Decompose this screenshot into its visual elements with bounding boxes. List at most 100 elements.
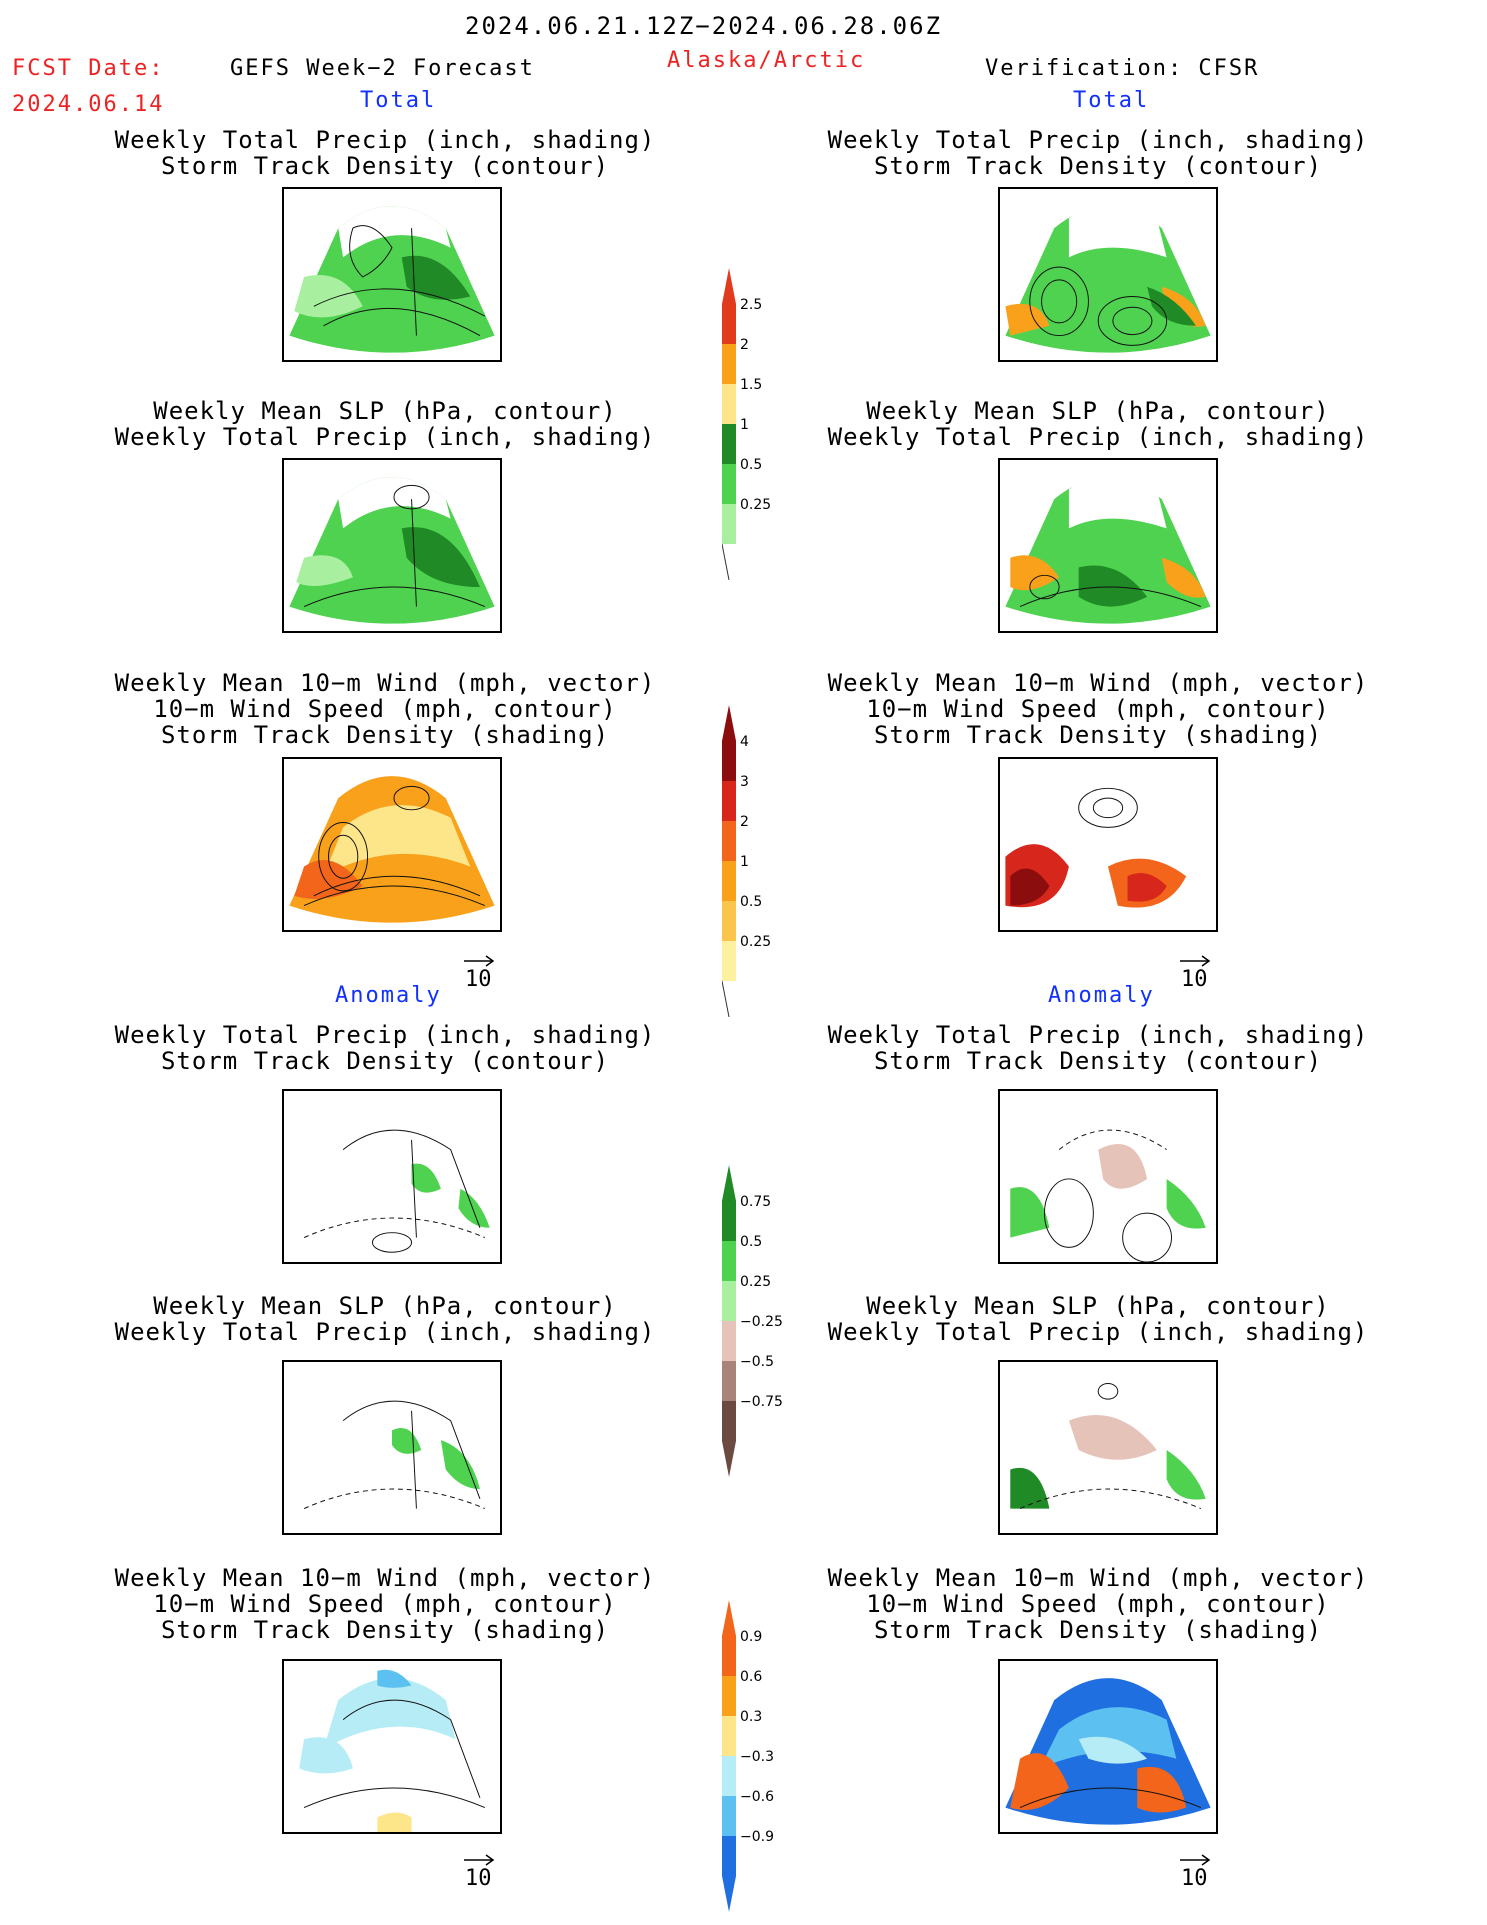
colorbar-top-arrow	[722, 1600, 736, 1636]
vector-ref-r6: 10	[1178, 1852, 1212, 1891]
colorbar-segment	[722, 384, 736, 424]
title-r6: Weekly Mean 10−m Wind (mph, vector) 10−m …	[827, 1564, 1369, 1644]
colorbar-svg: 0.75 0.5 0.25 −0.25 −0.5 −0.75	[722, 1165, 783, 1477]
title-r4: Weekly Total Precip (inch, shading) Storm…	[827, 1021, 1369, 1075]
colorbar-segment	[722, 1756, 736, 1796]
map-fcst-slp-anom	[282, 1360, 502, 1535]
arrow-right-icon	[464, 1854, 495, 1866]
colorbar-tick-label: 2.5	[740, 297, 762, 313]
map-obs-precip-storm	[998, 187, 1218, 362]
colorbar-segment	[722, 1716, 736, 1756]
map-fcst-wind	[282, 757, 502, 932]
title-r3: Weekly Mean 10−m Wind (mph, vector) 10−m …	[827, 669, 1369, 749]
colorbar-bottom-arrow	[722, 1876, 736, 1912]
vector-ref-l3: 10	[462, 953, 496, 992]
colorbar-precip-total: 2.5 2 1.5 1 0.5 0.25	[721, 268, 802, 584]
title-l4: Weekly Total Precip (inch, shading) Storm…	[114, 1021, 656, 1075]
colorbar-tick-label: 0.5	[740, 457, 762, 473]
colorbar-tick-label: −0.6	[740, 1789, 774, 1805]
colorbar-svg: 4 3 2 1 0.5 0.25	[721, 705, 771, 1018]
colorbar-segment	[722, 741, 736, 781]
map-fcst-slp-precip	[282, 458, 502, 633]
map-obs-slp-precip	[998, 458, 1218, 633]
colorbar-segment	[722, 1636, 736, 1676]
section-anomaly-right: Anomaly	[1048, 983, 1155, 1008]
section-anomaly-left: Anomaly	[335, 983, 442, 1008]
map-obs-wind	[998, 757, 1218, 932]
title-l2: Weekly Mean SLP (hPa, contour) Weekly Tot…	[114, 397, 656, 451]
colorbar-segment	[722, 464, 736, 504]
right-title: Verification: CFSR	[985, 56, 1260, 81]
colorbar-tick-label: 4	[740, 734, 749, 750]
colorbar-segment	[722, 821, 736, 861]
colorbar-tick-label: 0.5	[740, 894, 762, 910]
colorbar-tick-label: −0.25	[740, 1314, 783, 1330]
fcst-date-value: 2024.06.14	[12, 92, 165, 117]
colorbar-tick-label: 0.25	[740, 934, 771, 950]
map-obs-precip-anom	[998, 1089, 1218, 1264]
colorbar-tick-label: 3	[740, 774, 749, 790]
colorbar-tick-label: 0.3	[740, 1709, 762, 1725]
colorbar-tick-label: −0.5	[740, 1354, 774, 1370]
colorbar-tick-label: −0.3	[740, 1749, 774, 1765]
colorbar-segment	[722, 781, 736, 821]
colorbar-bottom-arrow	[721, 543, 730, 581]
colorbar-storm-total: 4 3 2 1 0.5 0.25	[721, 705, 802, 1021]
section-total-left: Total	[360, 88, 437, 113]
colorbar-segment	[722, 1676, 736, 1716]
colorbar-tick-label: 0.5	[740, 1234, 762, 1250]
colorbar-segment	[722, 424, 736, 464]
colorbar-tick-label: 0.25	[740, 1274, 771, 1290]
colorbar-tick-label: 0.6	[740, 1669, 762, 1685]
colorbar-segment	[722, 304, 736, 344]
map-fcst-wind-anom	[282, 1659, 502, 1834]
title-l5: Weekly Mean SLP (hPa, contour) Weekly Tot…	[114, 1292, 656, 1346]
colorbar-top-arrow	[722, 705, 736, 741]
left-title: GEFS Week−2 Forecast	[230, 56, 535, 81]
colorbar-segment	[722, 1796, 736, 1836]
colorbar-segment	[722, 941, 736, 981]
colorbar-precip-anom: 0.75 0.5 0.25 −0.25 −0.5 −0.75	[722, 1165, 802, 1481]
arrow-right-icon	[1180, 955, 1211, 967]
title-r2: Weekly Mean SLP (hPa, contour) Weekly Tot…	[827, 397, 1369, 451]
colorbar-segment	[722, 1201, 736, 1241]
colorbar-segment	[722, 1281, 736, 1321]
vector-ref-r3: 10	[1178, 953, 1212, 992]
title-l3: Weekly Mean 10−m Wind (mph, vector) 10−m …	[114, 669, 656, 749]
colorbar-svg: 2.5 2 1.5 1 0.5 0.25	[721, 268, 771, 581]
colorbar-segment	[722, 504, 736, 544]
fcst-date-label: FCST Date:	[12, 56, 165, 81]
colorbar-segment	[722, 1241, 736, 1281]
map-fcst-precip-anom	[282, 1089, 502, 1264]
map-obs-wind-anom	[998, 1659, 1218, 1834]
region-title: Alaska/Arctic	[667, 48, 866, 73]
colorbar-tick-label: 1.5	[740, 377, 762, 393]
colorbar-segment	[722, 1836, 736, 1876]
colorbar-segment	[722, 344, 736, 384]
colorbar-segment	[722, 1321, 736, 1361]
colorbar-tick-label: −0.9	[740, 1829, 774, 1845]
colorbar-storm-anom: 0.9 0.6 0.3 −0.3 −0.6 −0.9	[722, 1600, 802, 1916]
colorbar-tick-label: 1	[740, 854, 749, 870]
colorbar-tick-label: −0.75	[740, 1394, 783, 1410]
arrow-right-icon	[1180, 1854, 1211, 1866]
colorbar-tick-label: 0.25	[740, 497, 771, 513]
arrow-right-icon	[464, 955, 495, 967]
colorbar-segment	[722, 1361, 736, 1401]
colorbar-top-arrow	[722, 268, 736, 304]
colorbar-tick-label: 0.75	[740, 1194, 771, 1210]
title-l1: Weekly Total Precip (inch, shading) Storm…	[114, 126, 656, 180]
colorbar-bottom-arrow	[722, 1441, 736, 1477]
colorbar-segment	[722, 901, 736, 941]
colorbar-svg: 0.9 0.6 0.3 −0.3 −0.6 −0.9	[722, 1600, 774, 1912]
map-fcst-precip-storm	[282, 187, 502, 362]
title-r5: Weekly Mean SLP (hPa, contour) Weekly Tot…	[827, 1292, 1369, 1346]
title-r1: Weekly Total Precip (inch, shading) Storm…	[827, 126, 1369, 180]
title-l6: Weekly Mean 10−m Wind (mph, vector) 10−m …	[114, 1564, 656, 1644]
colorbar-tick-label: 0.9	[740, 1629, 762, 1645]
colorbar-segment	[722, 1401, 736, 1441]
colorbar-tick-label: 2	[740, 814, 749, 830]
colorbar-segment	[722, 861, 736, 901]
section-total-right: Total	[1073, 88, 1150, 113]
map-obs-slp-anom	[998, 1360, 1218, 1535]
